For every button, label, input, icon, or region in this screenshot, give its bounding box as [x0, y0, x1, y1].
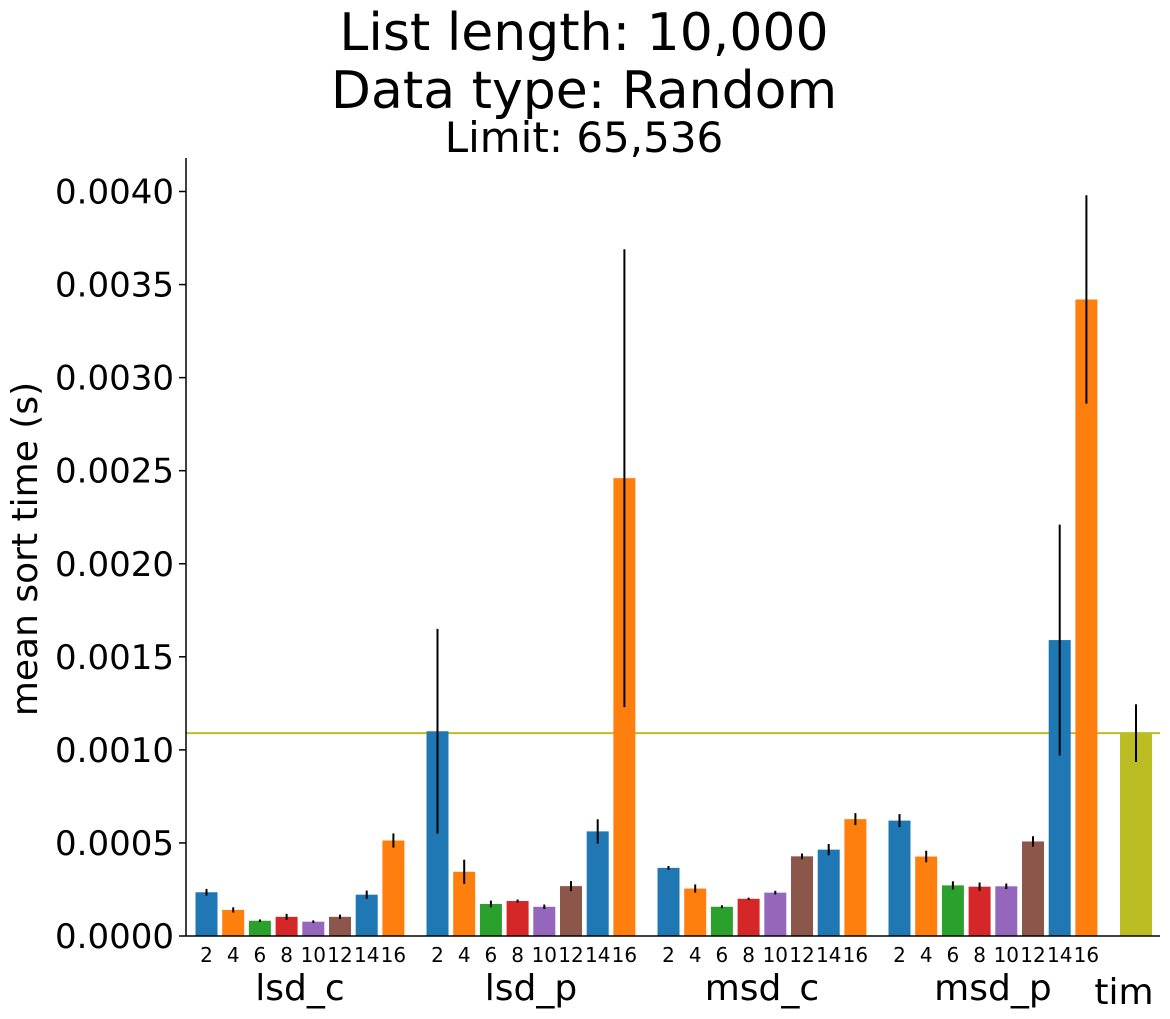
lsd_c-bar-6 [248, 920, 271, 936]
lsd_c-bar-12 [329, 916, 351, 936]
msd_c-bar-16 [844, 819, 867, 936]
msd_p-bar-8 [968, 886, 991, 936]
msd_p-tick-label-8: 8 [973, 943, 986, 967]
msd_c-tick-label-10: 10 [763, 943, 788, 967]
lsd_p-bar-4 [453, 871, 476, 936]
msd_c-bar-10 [764, 892, 787, 936]
msd_p-tick-label-4: 4 [920, 943, 933, 967]
y-axis-label: mean sort time (s) [5, 382, 46, 716]
lsd_c-bar-4 [222, 909, 245, 936]
tim-group-label: tim [1094, 972, 1153, 1013]
msd_c-tick-label-2: 2 [662, 943, 675, 967]
lsd_c-bar-2 [195, 892, 218, 936]
msd_p-group-label: msd_p [934, 968, 1052, 1009]
chart-subtitle: Limit: 65,536 [445, 113, 724, 162]
y-tick-label-0.0005: 0.0005 [55, 824, 174, 864]
lsd_p-bar-14 [586, 831, 609, 936]
lsd_p-group-label: lsd_p [485, 968, 577, 1009]
msd_p-tick-label-6: 6 [947, 943, 960, 967]
lsd_c-bar-14 [355, 894, 378, 936]
msd_p-bar-4 [915, 856, 938, 936]
msd_c-bar-8 [737, 898, 760, 936]
lsd_p-tick-label-8: 8 [511, 943, 524, 967]
msd_p-tick-label-10: 10 [994, 943, 1019, 967]
lsd_c-group-label: lsd_c [255, 968, 344, 1009]
y-tick-label-0.0010: 0.0010 [55, 731, 174, 771]
msd_p-bar-12 [1022, 841, 1044, 936]
y-tick-label-0.0035: 0.0035 [55, 266, 174, 306]
y-tick-label-0.0030: 0.0030 [55, 359, 174, 399]
lsd_c-tick-label-10: 10 [301, 943, 326, 967]
lsd_p-bar-8 [506, 901, 529, 936]
lsd_c-bar-8 [275, 916, 298, 936]
msd_c-tick-label-16: 16 [843, 943, 868, 967]
lsd_c-tick-label-8: 8 [280, 943, 293, 967]
lsd_p-bar-12 [560, 886, 582, 936]
tim-bar [1120, 733, 1152, 936]
y-tick-label-0.0040: 0.0040 [55, 173, 174, 213]
msd_p-bar-16 [1075, 299, 1098, 936]
msd_c-tick-label-14: 14 [816, 943, 841, 967]
lsd_c-tick-label-4: 4 [227, 943, 240, 967]
msd_c-tick-label-8: 8 [742, 943, 755, 967]
msd_c-tick-label-6: 6 [716, 943, 729, 967]
msd_p-tick-label-14: 14 [1047, 943, 1072, 967]
lsd_c-bar-10 [302, 921, 325, 936]
msd_c-tick-label-12: 12 [789, 943, 814, 967]
lsd_p-tick-label-16: 16 [612, 943, 637, 967]
msd_c-tick-label-4: 4 [689, 943, 702, 967]
lsd_c-tick-label-12: 12 [327, 943, 352, 967]
lsd_c-tick-label-6: 6 [254, 943, 267, 967]
msd_c-bar-2 [657, 867, 680, 936]
lsd_p-bar-10 [533, 906, 556, 936]
lsd_p-tick-label-2: 2 [431, 943, 444, 967]
lsd_p-bar-16 [613, 478, 636, 936]
msd_p-tick-label-2: 2 [893, 943, 906, 967]
chart-title-line-2: Data type: Random [331, 61, 837, 121]
y-tick-label-0.0015: 0.0015 [55, 638, 174, 678]
lsd_c-tick-label-16: 16 [381, 943, 406, 967]
lsd_p-bar-6 [479, 903, 502, 936]
msd_p-tick-label-16: 16 [1074, 943, 1099, 967]
msd_p-bar-14 [1048, 640, 1071, 936]
lsd_c-tick-label-14: 14 [354, 943, 379, 967]
chart-title-line-1: List length: 10,000 [339, 3, 828, 63]
msd_p-tick-label-12: 12 [1020, 943, 1045, 967]
y-tick-label-0.0000: 0.0000 [55, 917, 174, 957]
msd_c-bar-14 [817, 849, 840, 936]
lsd_p-tick-label-10: 10 [532, 943, 557, 967]
msd_p-bar-10 [995, 886, 1018, 936]
lsd_p-tick-label-12: 12 [558, 943, 583, 967]
lsd_p-tick-label-14: 14 [585, 943, 610, 967]
y-tick-label-0.0020: 0.0020 [55, 545, 174, 585]
msd_p-bar-2 [888, 820, 911, 936]
msd_c-bar-12 [791, 856, 813, 936]
msd_c-group-label: msd_c [705, 968, 819, 1009]
lsd_p-tick-label-4: 4 [458, 943, 471, 967]
lsd_c-bar-16 [382, 840, 405, 936]
lsd_p-tick-label-6: 6 [485, 943, 498, 967]
lsd_c-tick-label-2: 2 [200, 943, 213, 967]
msd_c-bar-4 [684, 888, 707, 936]
y-tick-label-0.0025: 0.0025 [55, 452, 174, 492]
msd_p-bar-6 [941, 885, 964, 936]
msd_c-bar-6 [710, 906, 733, 936]
